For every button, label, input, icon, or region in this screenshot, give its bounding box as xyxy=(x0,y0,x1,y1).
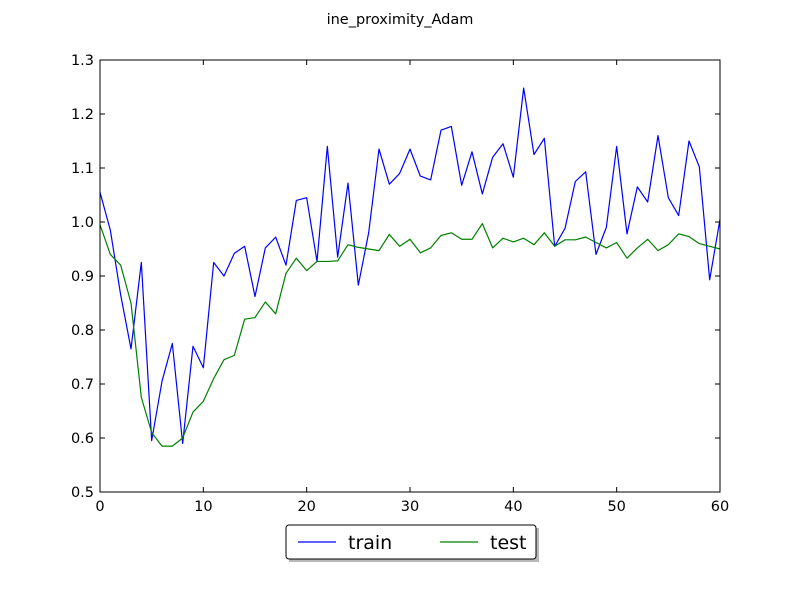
y-tick-label: 1.2 xyxy=(71,107,94,123)
y-tick-label: 1.0 xyxy=(71,215,94,231)
x-tick-label: 0 xyxy=(95,499,104,515)
legend: train test xyxy=(285,524,539,562)
legend-label-test: test xyxy=(490,532,527,554)
x-tick-label: 10 xyxy=(194,499,212,515)
y-tick-label: 0.5 xyxy=(71,485,94,501)
x-tick-label: 50 xyxy=(607,499,625,515)
x-tick-label: 30 xyxy=(401,499,419,515)
series-line-test xyxy=(99,223,721,447)
legend-box xyxy=(285,524,537,560)
plot-area xyxy=(100,60,720,492)
y-tick-label: 0.6 xyxy=(71,431,94,447)
chart-title: ine_proximity_Adam xyxy=(327,12,474,28)
x-axis: 0 10 20 30 40 50 60 xyxy=(95,60,729,515)
y-axis: 0.5 0.6 0.7 0.8 0.9 1.0 1.1 1.2 1.3 xyxy=(71,53,720,501)
y-tick-label: 0.7 xyxy=(71,377,94,393)
x-tick-label: 20 xyxy=(297,499,315,515)
y-tick-label: 1.1 xyxy=(71,161,94,177)
legend-label-train: train xyxy=(348,532,392,554)
x-tick-label: 60 xyxy=(711,499,729,515)
x-tick-label: 40 xyxy=(504,499,522,515)
series-line-train xyxy=(99,87,721,444)
y-tick-label: 1.3 xyxy=(71,53,94,69)
y-tick-label: 0.8 xyxy=(71,323,94,339)
series-layer xyxy=(99,87,721,447)
legend-entries: train test xyxy=(298,532,527,554)
y-tick-label: 0.9 xyxy=(71,269,94,285)
